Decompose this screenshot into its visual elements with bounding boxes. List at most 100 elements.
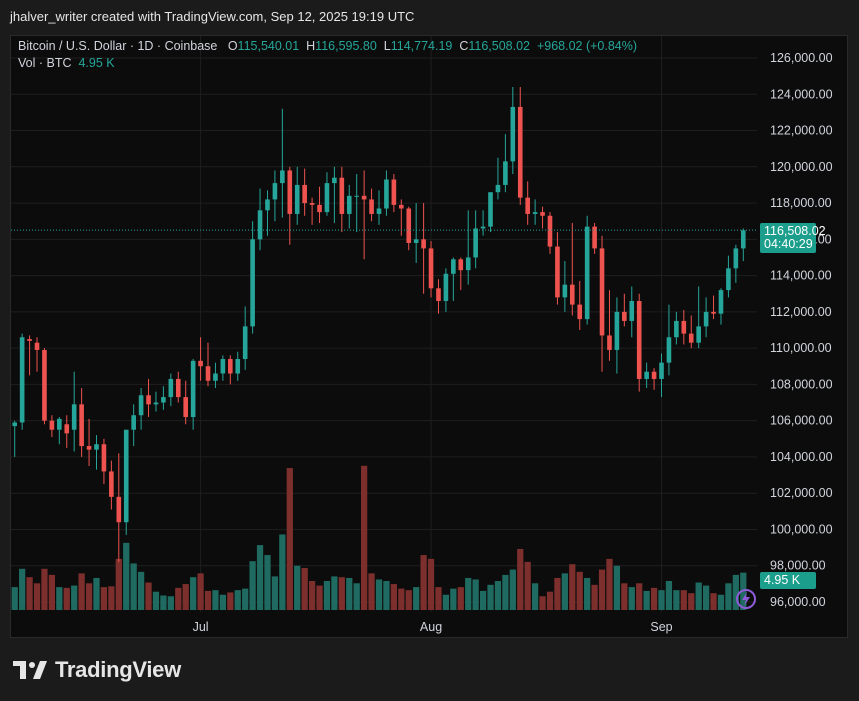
volume-bar — [621, 583, 628, 610]
candle-body — [488, 192, 493, 227]
price-candles — [11, 87, 757, 563]
volume-bar — [650, 587, 658, 610]
tradingview-logo[interactable]: TradingView — [13, 657, 181, 683]
candle-body — [525, 197, 530, 214]
volume-bar — [85, 583, 93, 610]
candle-body — [205, 366, 211, 381]
candle-body — [19, 337, 25, 423]
chart-panel[interactable] — [10, 35, 848, 638]
axes: 126,000.00 124,000.00 122,000.00 120,000.00… — [193, 51, 833, 634]
candle-body — [696, 326, 701, 343]
volume-bar — [598, 569, 606, 610]
candle-body — [101, 444, 107, 472]
volume-bar — [175, 587, 182, 610]
volume-bar — [256, 545, 264, 610]
volume-bar — [472, 579, 479, 610]
volume-bar — [509, 569, 516, 610]
candle-body — [443, 273, 449, 301]
volume-bar — [11, 587, 18, 610]
candle-body — [64, 424, 70, 434]
volume-bar — [294, 565, 301, 610]
symbol-legend: Bitcoin / U.S. Dollar · 1D · Coinbase O1… — [18, 39, 637, 53]
lightning-bolt-icon — [742, 592, 750, 606]
candle-body — [473, 228, 478, 258]
candle-body — [235, 359, 241, 374]
candle-body — [324, 183, 330, 213]
candle-body — [198, 360, 203, 367]
low-value: 114,774.19 — [390, 39, 453, 53]
candle-body — [510, 106, 516, 162]
volume-bar — [182, 584, 189, 610]
candle-body — [391, 179, 397, 205]
candle-body — [242, 326, 248, 360]
volume-bar — [286, 468, 293, 610]
x-axis-tick-label: Jul — [193, 620, 209, 634]
candle-body — [428, 248, 434, 289]
volume-bar — [234, 590, 241, 610]
candle-body — [614, 311, 620, 350]
candle-body — [421, 239, 426, 249]
candle-body — [495, 184, 501, 193]
low-label: L — [383, 39, 391, 53]
y-axis-tick-label: 120,000.00 — [770, 160, 833, 174]
candle-body — [703, 311, 709, 327]
candle-body — [346, 195, 352, 214]
candle-body — [146, 395, 151, 405]
volume-bar — [465, 577, 472, 610]
volume-bar — [628, 587, 635, 610]
candle-body — [547, 215, 553, 247]
volume-bar — [450, 588, 457, 610]
open-label: O — [227, 39, 238, 53]
candle-body — [376, 208, 382, 214]
volume-bar — [115, 558, 122, 610]
candle-body — [27, 339, 32, 341]
volume-bar — [576, 571, 583, 610]
volume-bar — [78, 573, 85, 610]
volume-value: 4.95 K — [78, 56, 115, 70]
candle-body — [86, 446, 92, 450]
volume-bar — [584, 577, 591, 610]
candle-body — [361, 195, 367, 200]
candle-body — [607, 335, 612, 350]
candle-body — [228, 359, 233, 374]
candle-body — [622, 311, 627, 321]
candle-body — [280, 170, 285, 184]
candle-body — [659, 362, 664, 379]
candle-body — [555, 246, 560, 298]
close-label: C — [459, 39, 469, 53]
y-axis-tick-label: 118,000.00 — [770, 196, 832, 210]
last-price-value: 116,508.02 — [764, 224, 826, 238]
volume-bar — [688, 593, 695, 610]
volume-bar — [546, 591, 554, 610]
high-label: H — [306, 39, 316, 53]
candle-body — [651, 371, 657, 379]
y-axis-tick-label: 96,000.00 — [770, 595, 826, 609]
volume-bar — [695, 582, 702, 610]
volume-bar — [569, 564, 576, 610]
volume-bar — [123, 542, 130, 610]
candle-body — [599, 248, 605, 336]
candle-body — [711, 311, 716, 314]
volume-bar — [279, 534, 286, 610]
volume-bar — [398, 588, 405, 610]
volume-bar — [219, 594, 227, 610]
volume-bar — [613, 565, 621, 610]
volume-bar — [531, 583, 539, 610]
candle-body — [71, 404, 77, 430]
candle-body — [109, 471, 114, 497]
candle-body — [272, 183, 278, 200]
tradingview-wordmark: TradingView — [55, 657, 181, 682]
volume-bar — [93, 577, 100, 610]
volume-bar — [100, 587, 108, 610]
candle-body — [153, 402, 159, 405]
candle-body — [190, 360, 196, 418]
volume-label: Vol · BTC — [18, 56, 72, 70]
volume-bar — [405, 590, 412, 610]
candle-body — [666, 337, 672, 363]
candle-body — [569, 284, 575, 305]
candle-body — [592, 226, 597, 249]
candle-body — [34, 342, 40, 350]
volume-bar — [494, 581, 502, 610]
volume-bar — [338, 577, 345, 610]
